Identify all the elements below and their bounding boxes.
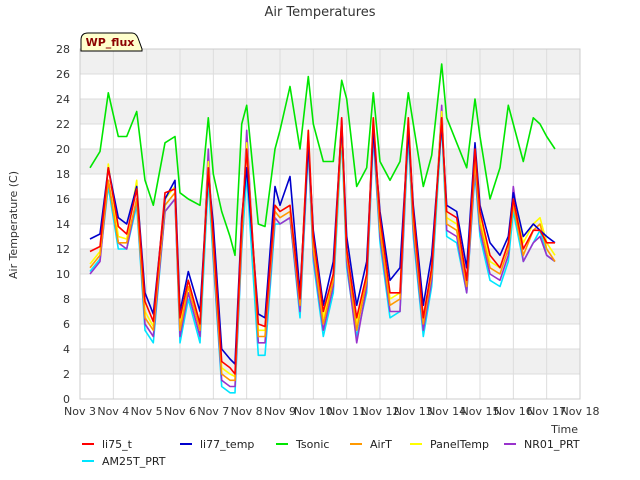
y-tick-label: 0: [63, 393, 70, 406]
plot-band: [80, 249, 580, 274]
x-tick-label: Nov 12: [361, 405, 400, 418]
y-tick-label: 6: [63, 318, 70, 331]
x-tick-label: Nov 6: [164, 405, 196, 418]
chart-title: Air Temperatures: [264, 5, 375, 20]
plot-band: [80, 324, 580, 349]
y-tick-label: 24: [56, 93, 70, 106]
y-tick-label: 14: [56, 218, 70, 231]
x-tick-label: Nov 5: [131, 405, 163, 418]
x-tick-label: Nov 8: [231, 405, 263, 418]
legend-label-am25t-prt: AM25T_PRT: [102, 455, 166, 468]
x-tick-label: Nov 10: [294, 405, 333, 418]
plot-band: [80, 49, 580, 74]
y-tick-label: 28: [56, 43, 70, 56]
plot-frame: [79, 48, 581, 400]
legend-label-li75-t: li75_t: [102, 438, 133, 451]
badge-label: WP_flux: [86, 36, 135, 49]
y-tick-label: 4: [63, 343, 70, 356]
y-tick-label: 10: [56, 268, 70, 281]
plot-band: [80, 99, 580, 124]
legend-label-paneltemp: PanelTemp: [430, 438, 489, 451]
y-tick-label: 2: [63, 368, 70, 381]
plot-band: [80, 74, 580, 99]
x-tick-label: Nov 18: [561, 405, 600, 418]
series-line-li75-t: [89, 117, 555, 375]
y-tick-label: 18: [56, 168, 70, 181]
y-tick-label: 22: [56, 118, 70, 131]
x-tick-label: Nov 9: [264, 405, 296, 418]
y-tick-label: 12: [56, 243, 70, 256]
y-axis-label: Air Temperature (C): [7, 171, 20, 279]
plot-band: [80, 374, 580, 399]
x-tick-label: Nov 16: [494, 405, 533, 418]
x-axis-label: Time: [550, 423, 578, 436]
y-tick-label: 16: [56, 193, 70, 206]
x-tick-label: Nov 11: [327, 405, 366, 418]
legend-label-li77-temp: li77_temp: [200, 438, 254, 451]
x-tick-label: Nov 15: [461, 405, 500, 418]
series-line-tsonic: [89, 63, 556, 257]
x-tick-label: Nov 17: [527, 405, 566, 418]
legend: li75_t li77_temp Tsonic AirT PanelTemp NR01_P…: [82, 438, 580, 468]
legend-label-tsonic: Tsonic: [295, 438, 329, 451]
x-tick-label: Nov 3: [64, 405, 96, 418]
legend-label-nr01-prt: NR01_PRT: [524, 438, 580, 451]
legend-label-airt: AirT: [370, 438, 392, 451]
plot-band: [80, 349, 580, 374]
plot-band: [80, 124, 580, 149]
y-tick-label: 26: [56, 68, 70, 81]
y-tick-label: 8: [63, 293, 70, 306]
y-tick-label: 20: [56, 143, 70, 156]
plot-band: [80, 199, 580, 224]
series-layer: [89, 63, 556, 394]
x-tick-label: Nov 7: [197, 405, 229, 418]
wp-flux-badge: WP_flux: [80, 32, 143, 52]
x-tick-label: Nov 4: [97, 405, 129, 418]
x-tick-label: Nov 13: [394, 405, 433, 418]
x-tick-label: Nov 14: [427, 405, 466, 418]
